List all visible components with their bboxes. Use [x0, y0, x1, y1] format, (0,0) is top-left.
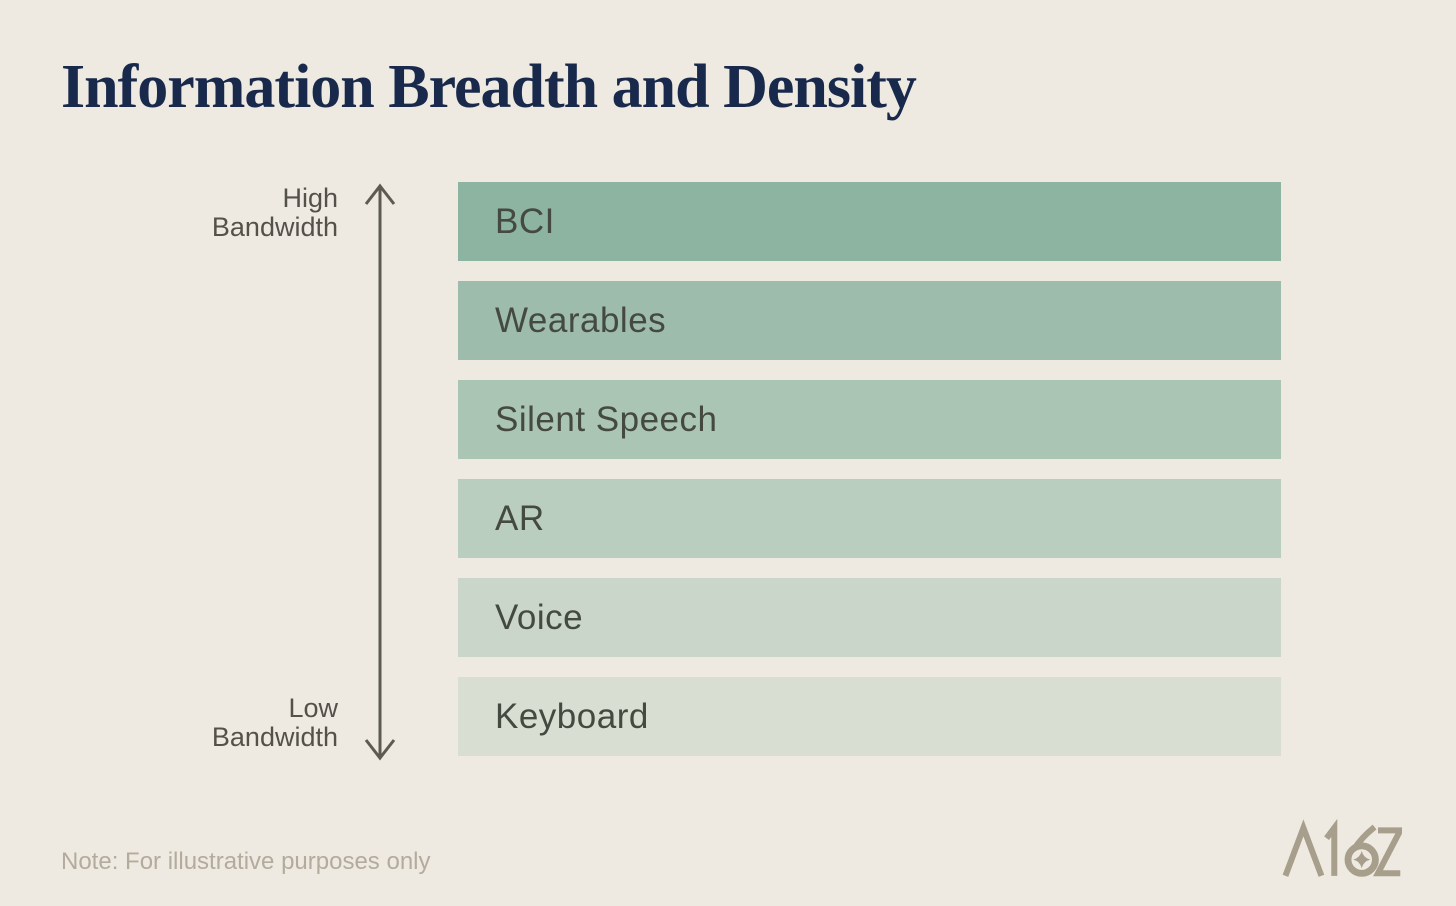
footnote: Note: For illustrative purposes only: [61, 848, 431, 875]
bar-label: Voice: [495, 597, 584, 637]
bandwidth-bar: BCI: [458, 182, 1281, 261]
a16z-logo: [1282, 818, 1402, 877]
bandwidth-bar: Keyboard: [458, 677, 1281, 756]
bar-label: Silent Speech: [495, 399, 718, 439]
bar-label: Wearables: [495, 300, 667, 340]
bandwidth-axis-arrow: [364, 183, 396, 761]
bar-label: BCI: [495, 201, 555, 241]
bar-label: AR: [495, 498, 545, 538]
axis-label-low-bandwidth: Low Bandwidth: [58, 694, 338, 752]
axis-label-high-bandwidth: High Bandwidth: [58, 184, 338, 242]
bandwidth-bar: Silent Speech: [458, 380, 1281, 459]
bar-chart: BCI Wearables Silent Speech AR Voice Key…: [458, 182, 1281, 776]
bar-label: Keyboard: [495, 696, 649, 736]
axis-label-high-line1: High: [282, 183, 338, 213]
page-title: Information Breadth and Density: [61, 53, 917, 121]
axis-label-low-line2: Bandwidth: [211, 722, 338, 752]
axis-label-high-line2: Bandwidth: [211, 212, 338, 242]
axis-label-low-line1: Low: [288, 693, 338, 723]
bandwidth-bar: AR: [458, 479, 1281, 558]
bandwidth-bar: Wearables: [458, 281, 1281, 360]
bandwidth-bar: Voice: [458, 578, 1281, 657]
